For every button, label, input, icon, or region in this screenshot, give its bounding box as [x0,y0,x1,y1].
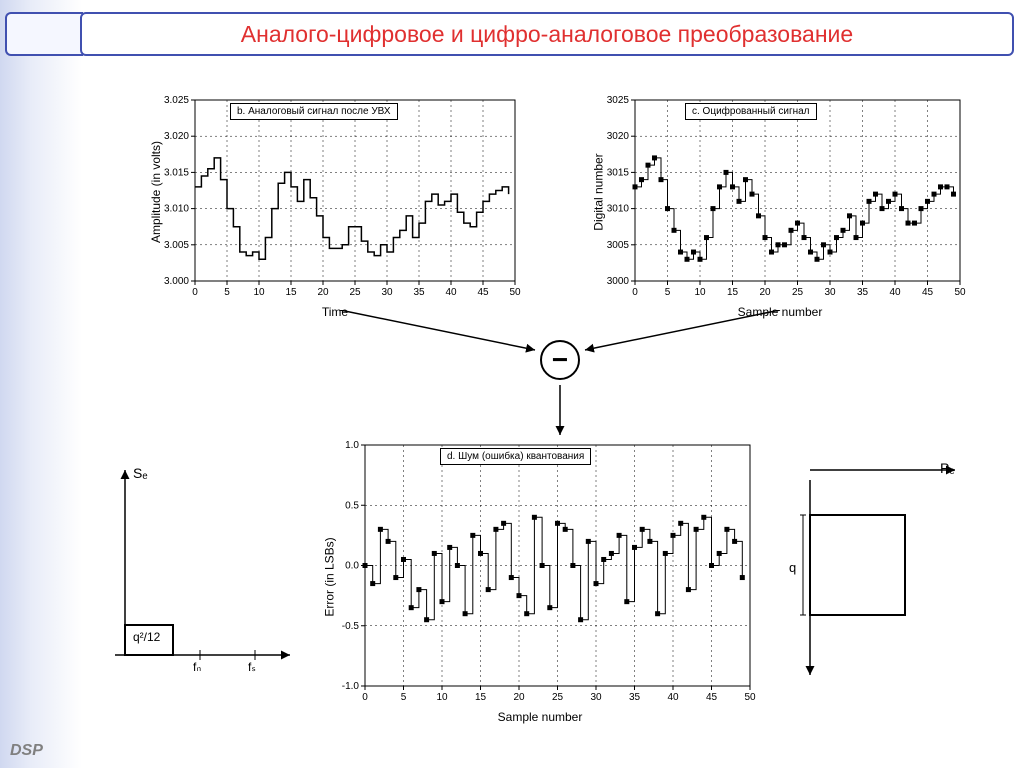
svg-text:20: 20 [317,287,329,298]
svg-text:45: 45 [706,692,718,703]
svg-text:10: 10 [253,287,265,298]
subtract-node: − [540,340,580,380]
svg-text:3020: 3020 [607,131,630,142]
svg-text:0.5: 0.5 [345,500,359,511]
chart-c-xlabel: Sample number [590,305,970,319]
svg-text:50: 50 [509,287,521,298]
chart-d-legend: d. Шум (ошибка) квантования [440,448,591,465]
svg-text:25: 25 [792,287,804,298]
chart-se-spectral: Sₑ q²/12 fₙ fₛ [95,460,295,690]
title-bar: Аналого-цифровое и цифро-аналоговое прео… [80,12,1014,56]
connector-arrows [330,310,790,450]
chart-b-legend: b. Аналоговый сигнал после УВХ [230,103,398,120]
chart-pe-svg [795,460,970,690]
svg-text:25: 25 [349,287,361,298]
svg-text:10: 10 [694,287,706,298]
svg-text:3.010: 3.010 [164,204,189,215]
chart-pe-ylabel: Pₑ [940,460,955,476]
chart-d-ylabel: Error (in LSBs) [323,537,337,616]
svg-text:3.000: 3.000 [164,276,189,287]
chart-pe-pdf: Pₑ q [795,460,970,690]
svg-text:40: 40 [445,287,457,298]
slide-title: Аналого-цифровое и цифро-аналоговое прео… [241,21,853,48]
svg-text:0: 0 [632,287,638,298]
svg-text:15: 15 [285,287,297,298]
title-tab [5,12,83,56]
svg-text:20: 20 [513,692,525,703]
svg-text:3010: 3010 [607,204,630,215]
svg-text:3.020: 3.020 [164,131,189,142]
svg-text:20: 20 [759,287,771,298]
svg-text:5: 5 [401,692,407,703]
chart-se-fs: fₛ [248,660,256,674]
footer-dsp: DSP [10,742,43,760]
chart-b-xlabel: Time [145,305,525,319]
svg-text:30: 30 [381,287,393,298]
svg-text:10: 10 [436,692,448,703]
chart-b-analog-signal: 0 5 10 15 20 25 30 35 40 45 50 3.000 3.005 3.010 3.015… [145,95,525,315]
svg-text:3025: 3025 [607,95,630,106]
svg-text:1.0: 1.0 [345,440,359,451]
svg-text:0: 0 [362,692,368,703]
svg-text:40: 40 [667,692,679,703]
chart-d-xlabel: Sample number [320,710,760,724]
svg-text:35: 35 [857,287,869,298]
svg-text:15: 15 [475,692,487,703]
chart-pe-q: q [789,560,796,575]
svg-text:45: 45 [477,287,489,298]
chart-se-boxlabel: q²/12 [133,630,160,644]
svg-text:3.005: 3.005 [164,240,189,251]
svg-text:35: 35 [413,287,425,298]
svg-text:30: 30 [824,287,836,298]
svg-text:3015: 3015 [607,167,630,178]
svg-text:25: 25 [552,692,564,703]
svg-text:3.015: 3.015 [164,167,189,178]
svg-text:3005: 3005 [607,240,630,251]
svg-text:45: 45 [922,287,934,298]
svg-text:30: 30 [590,692,602,703]
chart-c-legend: c. Оцифрованный сигнал [685,103,817,120]
subtract-symbol: − [552,344,568,376]
chart-b-ylabel: Amplitude (in volts) [149,141,163,243]
svg-text:40: 40 [889,287,901,298]
chart-se-svg [95,460,295,690]
svg-text:50: 50 [744,692,756,703]
svg-text:3.025: 3.025 [164,95,189,106]
svg-text:5: 5 [224,287,230,298]
chart-c-digital-signal: 0 5 10 15 20 25 30 35 40 45 50 3000 3005 3010 3015 3020… [590,95,970,315]
svg-text:15: 15 [727,287,739,298]
svg-text:35: 35 [629,692,641,703]
chart-se-ylabel: Sₑ [133,465,148,481]
chart-se-fn: fₙ [193,660,201,674]
svg-text:5: 5 [665,287,671,298]
svg-text:50: 50 [954,287,966,298]
svg-text:0.0: 0.0 [345,561,359,572]
svg-text:3000: 3000 [607,276,630,287]
svg-text:0: 0 [192,287,198,298]
chart-d-quantization-error: 0 5 10 15 20 25 30 35 40 45 50 -1.0 -0.5 0.0 0.5 1.0 d.… [320,440,760,720]
svg-text:-1.0: -1.0 [342,681,360,692]
svg-text:-0.5: -0.5 [342,621,360,632]
chart-c-ylabel: Digital number [592,153,606,230]
